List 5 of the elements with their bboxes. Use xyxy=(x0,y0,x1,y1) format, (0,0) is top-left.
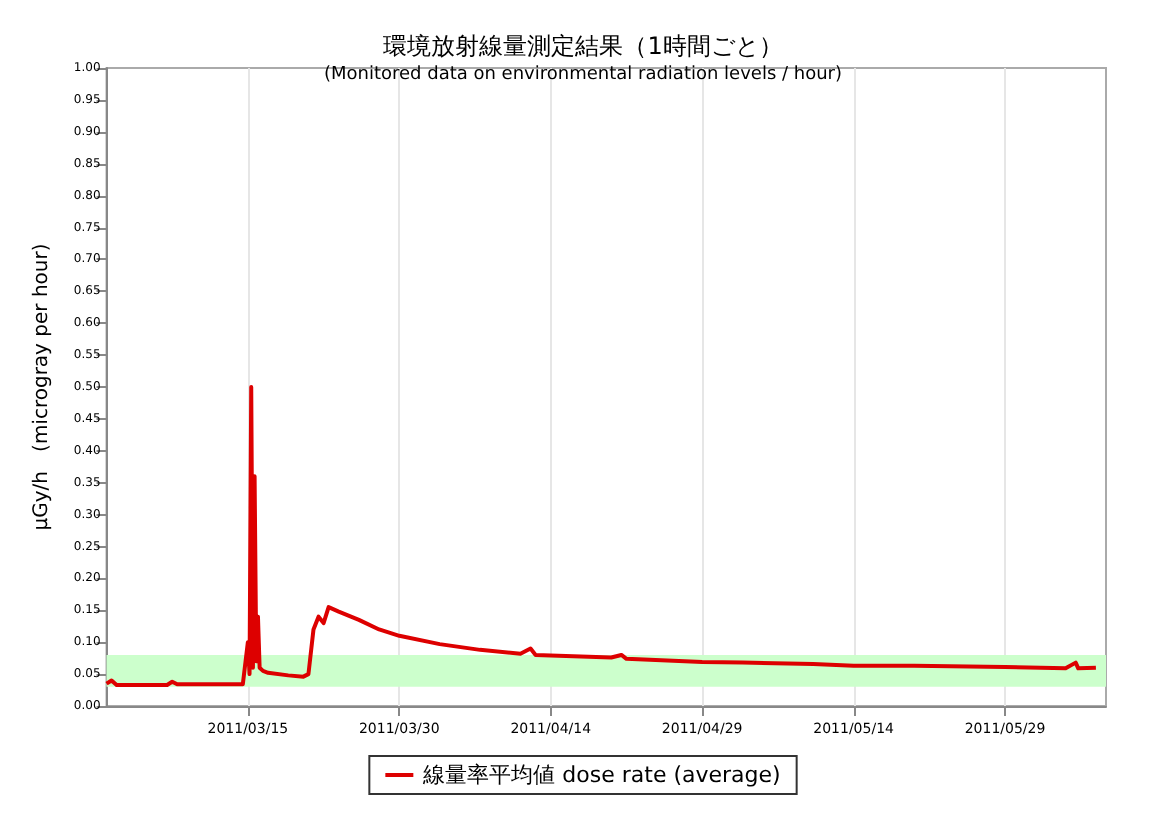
y-axis-title: μGy/h (microgray per hour) xyxy=(31,243,53,531)
legend-label: 線量率平均値 dose rate (average) xyxy=(421,762,781,788)
chart-title: 環境放射線量測定結果（1時間ごと） xyxy=(383,32,783,60)
line-series xyxy=(104,385,1098,687)
chart-subtitle: (Monitored data on environmental radiation levels / hour) xyxy=(323,65,843,85)
